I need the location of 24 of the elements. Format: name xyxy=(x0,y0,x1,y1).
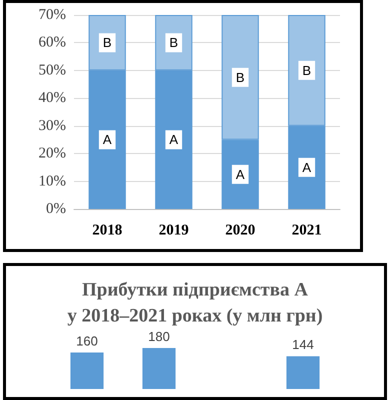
text: A xyxy=(236,166,245,182)
x-tick-label: 2020 xyxy=(225,222,256,238)
y-tick-label: 20% xyxy=(38,146,66,162)
text: A xyxy=(102,132,112,148)
y-tick-label: 70% xyxy=(38,7,66,23)
x-tick-label: 2018 xyxy=(92,222,122,238)
series-label: B xyxy=(169,35,178,50)
y-tick-label: 40% xyxy=(38,90,66,106)
data-label: 180 xyxy=(148,329,170,344)
series-label: A xyxy=(169,132,178,148)
y-tick-label: 30% xyxy=(38,118,66,134)
text: B xyxy=(236,70,245,85)
data-label: 144 xyxy=(292,337,314,352)
data-label: 160 xyxy=(76,334,98,349)
y-tick-label: 50% xyxy=(38,62,66,78)
x-tick-label: 2019 xyxy=(158,222,189,238)
text: A xyxy=(302,160,312,175)
y-tick-label: 10% xyxy=(38,173,66,190)
y-tick-label: 0% xyxy=(46,201,66,217)
text: B xyxy=(102,35,112,50)
x-tick-label: 2021 xyxy=(292,222,322,238)
chart-title: Прибутки підприємства А у 2018–2021 роках (у млн грн) xyxy=(67,280,323,326)
y-tick-label: 60% xyxy=(38,34,66,51)
text: B xyxy=(302,62,312,78)
